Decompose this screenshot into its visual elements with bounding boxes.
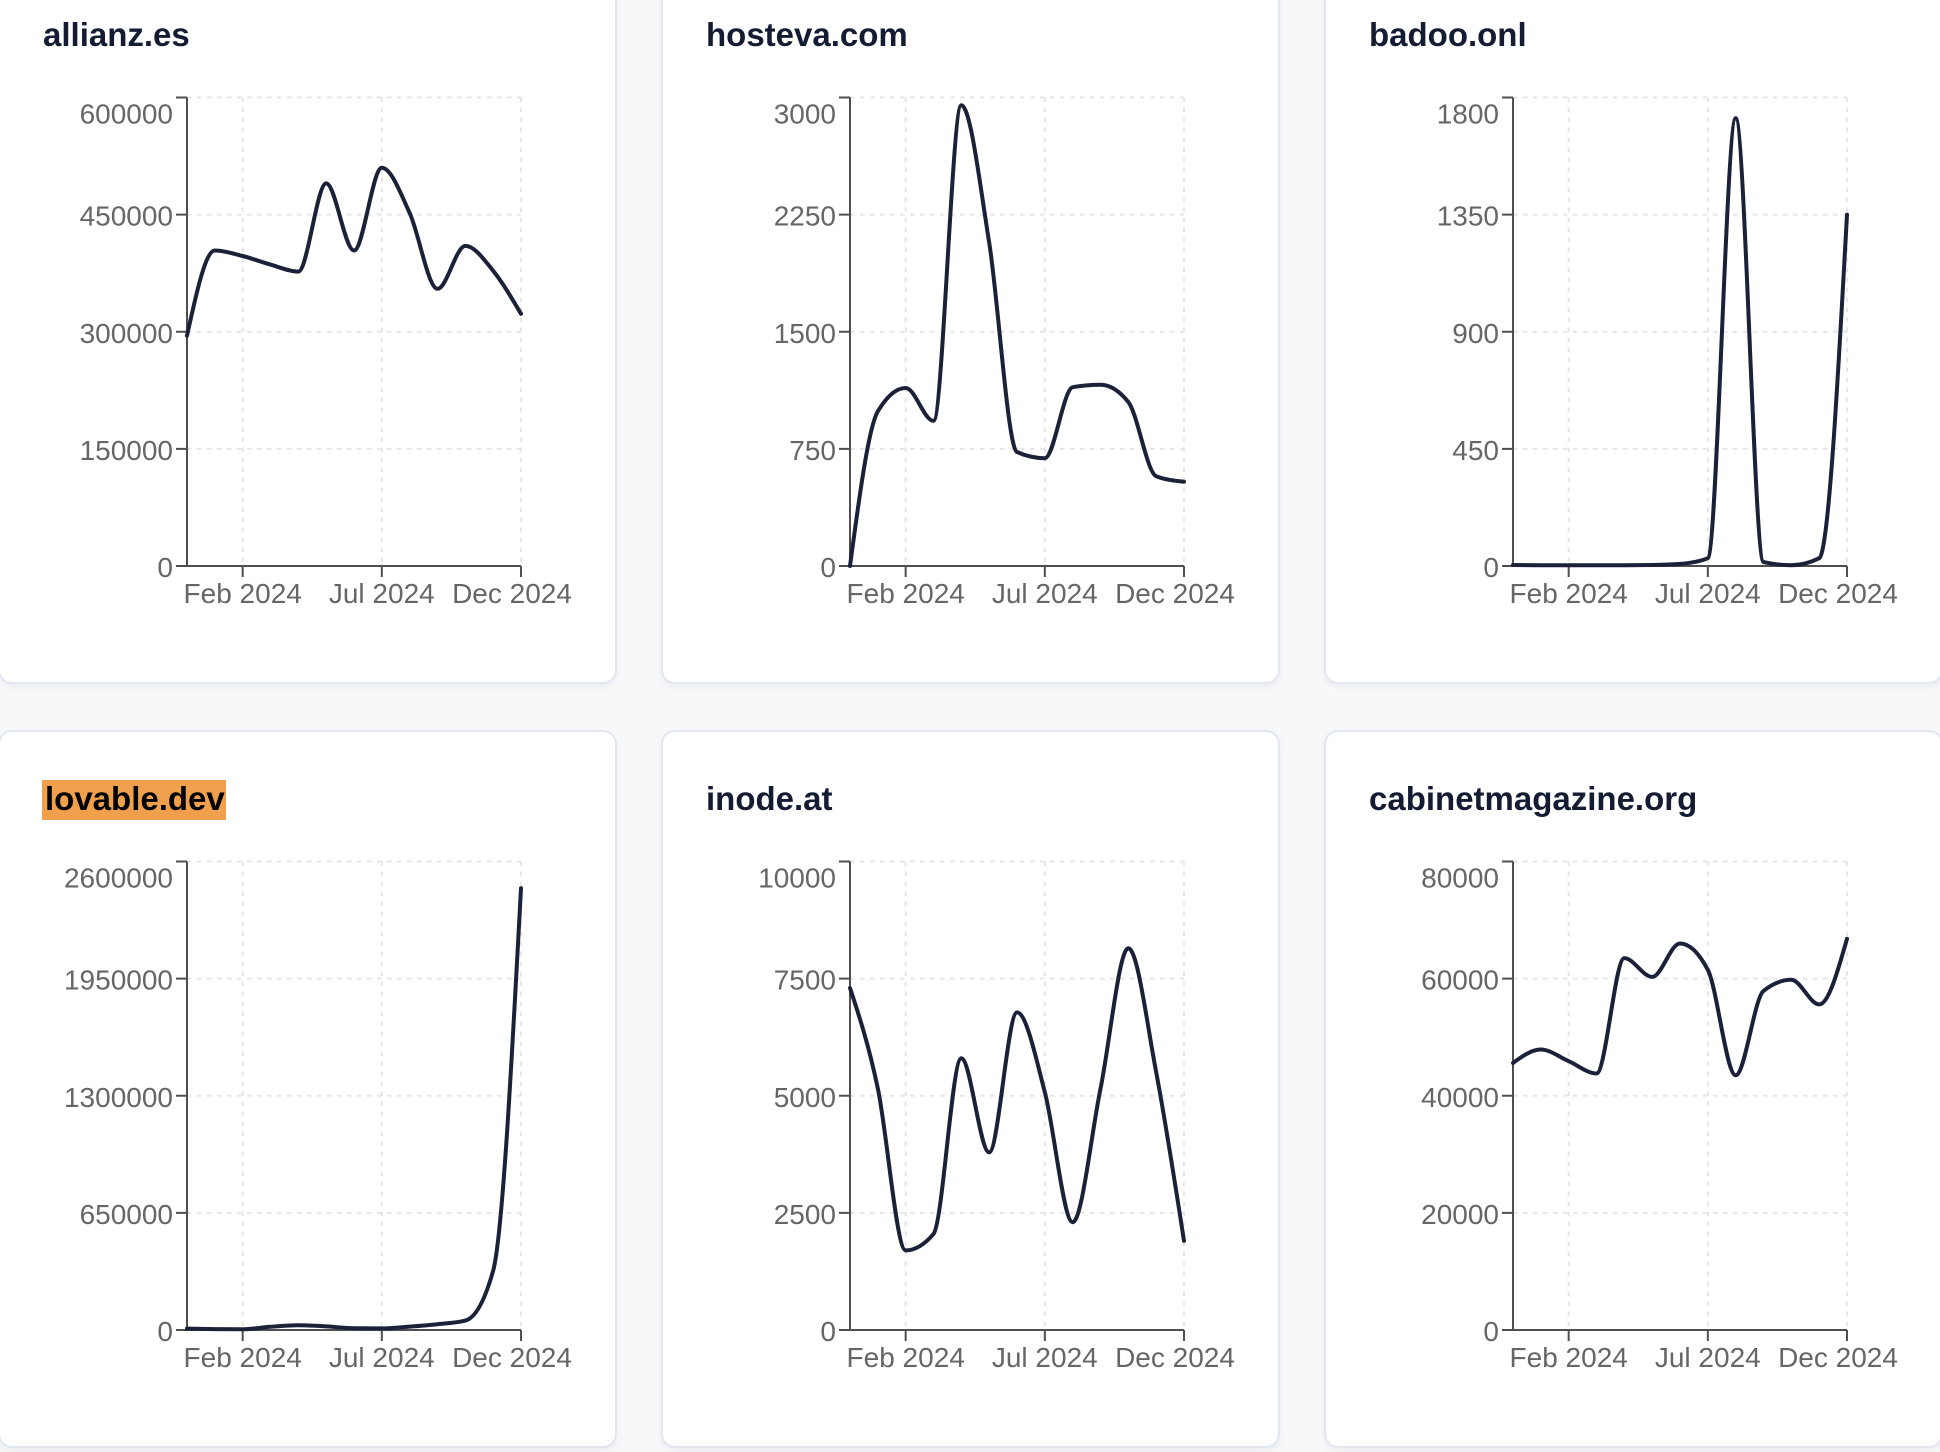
svg-text:Jul 2024: Jul 2024 bbox=[329, 1342, 435, 1373]
svg-text:3000: 3000 bbox=[774, 99, 836, 130]
svg-text:Dec 2024: Dec 2024 bbox=[452, 1342, 572, 1373]
svg-text:1350: 1350 bbox=[1437, 201, 1499, 232]
svg-text:2600000: 2600000 bbox=[64, 863, 173, 894]
svg-text:0: 0 bbox=[157, 552, 173, 583]
svg-text:1500: 1500 bbox=[774, 318, 836, 349]
svg-text:Feb 2024: Feb 2024 bbox=[847, 1342, 965, 1373]
svg-text:0: 0 bbox=[1483, 552, 1499, 583]
svg-text:80000: 80000 bbox=[1421, 863, 1499, 894]
svg-text:Dec 2024: Dec 2024 bbox=[1115, 578, 1235, 609]
svg-text:Jul 2024: Jul 2024 bbox=[992, 578, 1098, 609]
svg-text:0: 0 bbox=[1483, 1316, 1499, 1347]
svg-text:Dec 2024: Dec 2024 bbox=[1778, 1342, 1898, 1373]
svg-text:0: 0 bbox=[820, 552, 836, 583]
svg-text:Jul 2024: Jul 2024 bbox=[992, 1342, 1098, 1373]
svg-text:10000: 10000 bbox=[758, 863, 836, 894]
svg-text:1800: 1800 bbox=[1437, 99, 1499, 130]
svg-text:Feb 2024: Feb 2024 bbox=[184, 578, 302, 609]
svg-text:60000: 60000 bbox=[1421, 965, 1499, 996]
svg-text:Dec 2024: Dec 2024 bbox=[1778, 578, 1898, 609]
svg-text:20000: 20000 bbox=[1421, 1199, 1499, 1230]
svg-text:Dec 2024: Dec 2024 bbox=[1115, 1342, 1235, 1373]
svg-text:Feb 2024: Feb 2024 bbox=[847, 578, 965, 609]
svg-text:Feb 2024: Feb 2024 bbox=[1510, 1342, 1628, 1373]
svg-text:650000: 650000 bbox=[80, 1199, 173, 1230]
svg-text:0: 0 bbox=[820, 1316, 836, 1347]
svg-text:0: 0 bbox=[157, 1316, 173, 1347]
svg-text:900: 900 bbox=[1452, 318, 1499, 349]
svg-text:Jul 2024: Jul 2024 bbox=[329, 578, 435, 609]
svg-text:Feb 2024: Feb 2024 bbox=[1510, 578, 1628, 609]
svg-text:150000: 150000 bbox=[80, 435, 173, 466]
svg-text:450: 450 bbox=[1452, 435, 1499, 466]
svg-text:300000: 300000 bbox=[80, 318, 173, 349]
svg-text:450000: 450000 bbox=[80, 201, 173, 232]
svg-text:Feb 2024: Feb 2024 bbox=[184, 1342, 302, 1373]
svg-text:750: 750 bbox=[789, 435, 836, 466]
svg-text:Dec 2024: Dec 2024 bbox=[452, 578, 572, 609]
svg-text:2500: 2500 bbox=[774, 1199, 836, 1230]
svg-text:1300000: 1300000 bbox=[64, 1082, 173, 1113]
svg-text:5000: 5000 bbox=[774, 1082, 836, 1113]
svg-text:600000: 600000 bbox=[80, 99, 173, 130]
svg-text:Jul 2024: Jul 2024 bbox=[1655, 1342, 1761, 1373]
svg-text:Jul 2024: Jul 2024 bbox=[1655, 578, 1761, 609]
svg-text:7500: 7500 bbox=[774, 965, 836, 996]
svg-text:40000: 40000 bbox=[1421, 1082, 1499, 1113]
svg-text:2250: 2250 bbox=[774, 201, 836, 232]
svg-text:1950000: 1950000 bbox=[64, 965, 173, 996]
